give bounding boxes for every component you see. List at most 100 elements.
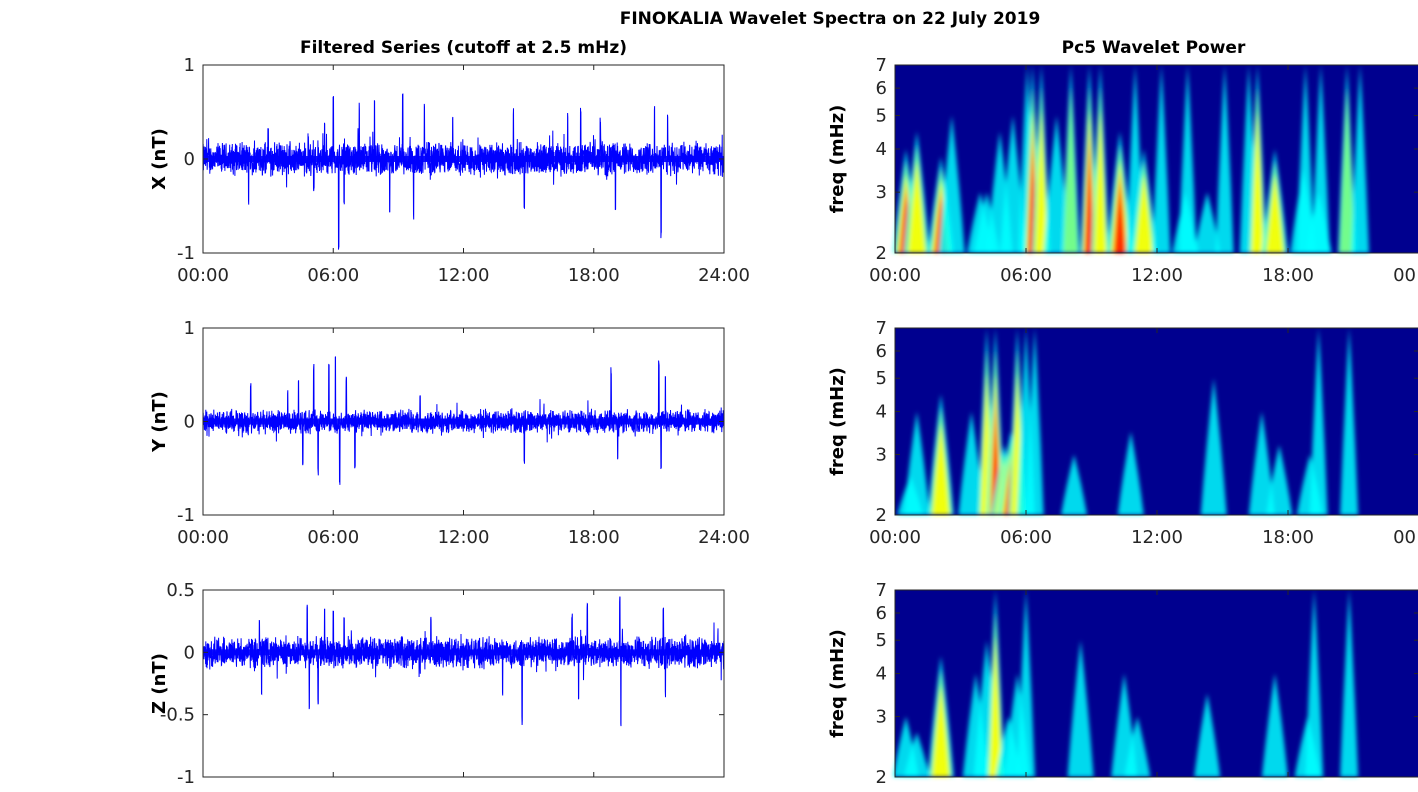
x-tick-label: 00:00 <box>1393 265 1418 286</box>
wavelet-burst <box>903 732 930 777</box>
y-tick-label: 3 <box>876 444 887 465</box>
wavelet-burst <box>1135 173 1153 253</box>
y-tick-label: -1 <box>177 505 195 526</box>
y-tick-label: 7 <box>876 55 887 76</box>
wavelet-burst <box>1063 87 1079 253</box>
x-tick-label: 18:00 <box>568 265 620 286</box>
wavelet-burst <box>1178 65 1197 253</box>
wavelet-plot-1: 2 3 4 5 67 00:00 06:00 12:00 18:00 00:00 freq (mHz… <box>827 318 1418 548</box>
series-line <box>202 93 725 250</box>
y-tick-label: -1 <box>177 767 195 788</box>
y-tick-label: 0 <box>184 642 195 663</box>
wavelet-burst <box>1117 431 1144 515</box>
x-tick-label: 24:00 <box>698 527 750 548</box>
wavelet-burst <box>999 115 1026 254</box>
x-tick-label: 12:00 <box>1131 527 1183 548</box>
y-axis-label: Y (nT) <box>149 391 170 453</box>
x-tick-label: 00:00 <box>177 527 229 548</box>
wavelet-burst <box>1261 673 1288 777</box>
y-tick-label: 2 <box>876 505 887 526</box>
wavelet-burst <box>1340 590 1359 777</box>
y-tick-label: 4 <box>876 139 887 160</box>
wavelet-burst <box>908 160 926 253</box>
y-tick-label: -1 <box>177 243 195 264</box>
y-tick-label: -0.5 <box>160 705 195 726</box>
x-tick-label: 06:00 <box>1000 265 1052 286</box>
x-tick-label: 24:00 <box>698 265 750 286</box>
y-tick-label: 4 <box>876 402 887 423</box>
wavelet-burst <box>1061 454 1088 515</box>
wavelet-burst <box>1340 328 1359 515</box>
wavelet-plot-2: 2 3 4 5 67 freq (mHz) <box>827 580 1418 788</box>
y-tick-label: 7 <box>876 318 887 339</box>
wavelet-burst <box>932 423 950 515</box>
wavelet-burst <box>1194 192 1221 253</box>
series-plot-0: -1 0 1 00:00 06:00 12:00 18:00 24:00 X (nT) Filte… <box>149 38 750 286</box>
y-tick-label: 1 <box>184 318 195 339</box>
y-tick-label: 1 <box>184 55 195 76</box>
wavelet-burst <box>1094 110 1107 254</box>
wavelet-burst <box>1194 693 1221 777</box>
wavelet-burst <box>1043 115 1070 254</box>
wavelet-burst <box>1035 110 1048 254</box>
wavelet-burst <box>1067 640 1094 777</box>
y-axis-label: freq (mHz) <box>827 367 848 476</box>
wavelet-burst <box>1114 182 1126 253</box>
y-axis-label: freq (mHz) <box>827 629 848 738</box>
y-tick-label: 5 <box>876 105 887 126</box>
y-tick-label: 3 <box>876 182 887 203</box>
x-tick-label: 12:00 <box>438 265 490 286</box>
wavelet-burst <box>1266 173 1284 253</box>
y-tick-label: 3 <box>876 706 887 727</box>
figure-title: FINOKALIA Wavelet Spectra on 22 July 201… <box>620 9 1041 29</box>
y-axis-label: X (nT) <box>149 128 170 190</box>
wavelet-burst <box>1311 65 1330 253</box>
wavelet-burst <box>1305 590 1324 777</box>
x-tick-label: 06:00 <box>307 527 359 548</box>
wavelet-burst <box>1251 110 1264 254</box>
y-axis-label: Z (nT) <box>149 653 170 714</box>
y-tick-label: 2 <box>876 243 887 264</box>
wavelet-burst <box>1200 378 1227 515</box>
x-tick-label: 18:00 <box>1262 527 1314 548</box>
series-plot-1: -1 0 1 00:00 06:00 12:00 18:00 24:00 Y (nT) <box>149 318 750 548</box>
wavelet-burst <box>1351 65 1370 253</box>
x-tick-label: 00:00 <box>1393 527 1418 548</box>
y-tick-label: 0 <box>184 412 195 433</box>
wavelet-burst <box>932 685 950 777</box>
wavelet-plot-0: 2 3 4 5 67 00:00 06:00 12:00 18:00 00:00 freq (mHz… <box>827 38 1418 286</box>
x-tick-label: 18:00 <box>1262 265 1314 286</box>
x-tick-label: 18:00 <box>568 527 620 548</box>
wavelet-burst <box>958 411 985 515</box>
subplot-title: Pc5 Wavelet Power <box>1062 38 1246 58</box>
x-tick-label: 00:00 <box>869 265 921 286</box>
y-tick-label: 7 <box>876 580 887 601</box>
wavelet-burst <box>989 634 1002 777</box>
y-tick-label: 0.5 <box>166 580 195 601</box>
x-tick-label: 06:00 <box>1000 527 1052 548</box>
y-tick-label: 6 <box>876 603 887 624</box>
y-tick-label: 6 <box>876 341 887 362</box>
x-tick-label: 12:00 <box>1131 265 1183 286</box>
x-tick-label: 06:00 <box>307 265 359 286</box>
y-tick-label: 5 <box>876 368 887 389</box>
wavelet-burst <box>1017 590 1035 777</box>
wavelet-burst <box>1266 444 1293 515</box>
y-tick-label: 2 <box>876 767 887 788</box>
x-tick-label: 00:00 <box>177 265 229 286</box>
wavelet-burst <box>1215 65 1234 253</box>
y-tick-label: 4 <box>876 664 887 685</box>
series-plot-2: -1 -0.5 0 0.5 Z (nT) <box>149 580 725 788</box>
x-tick-label: 00:00 <box>869 527 921 548</box>
wavelet-burst <box>1309 328 1328 515</box>
y-tick-label: 0 <box>184 149 195 170</box>
plot-area <box>203 590 724 777</box>
y-tick-label: 5 <box>876 630 887 651</box>
x-tick-label: 12:00 <box>438 527 490 548</box>
wavelet-burst <box>938 115 965 254</box>
wavelet-burst <box>1152 65 1171 253</box>
series-line <box>202 356 725 485</box>
wavelet-burst <box>1296 65 1315 253</box>
wavelet-burst <box>1248 411 1275 515</box>
